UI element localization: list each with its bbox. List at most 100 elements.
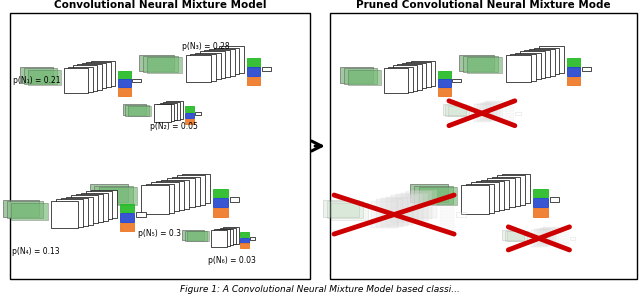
Bar (467, 57, 502, 73)
Bar (214, 48, 239, 74)
Bar (188, 231, 209, 241)
Bar (132, 78, 141, 82)
Bar (146, 184, 174, 213)
Bar (466, 184, 494, 213)
Bar (99, 187, 137, 205)
Bar (204, 50, 230, 77)
Bar (419, 187, 457, 205)
Bar (217, 229, 233, 245)
Bar (82, 63, 106, 88)
Bar (218, 46, 244, 73)
Bar (461, 185, 489, 214)
Bar (524, 50, 550, 77)
Bar (529, 49, 555, 76)
Bar (241, 232, 248, 237)
Bar (73, 66, 97, 91)
Bar (567, 77, 580, 85)
Bar (213, 198, 228, 207)
Bar (505, 113, 514, 118)
Bar (51, 201, 78, 229)
Bar (247, 77, 260, 85)
FancyArrowPatch shape (312, 141, 321, 151)
Bar (471, 182, 499, 212)
Bar (163, 102, 180, 119)
Bar (348, 70, 381, 85)
Bar (486, 101, 503, 119)
Bar (440, 213, 454, 222)
Bar (223, 227, 239, 243)
Bar (561, 243, 569, 248)
Bar (128, 106, 151, 117)
Text: p(N₃) = 0.28: p(N₃) = 0.28 (182, 42, 230, 51)
Bar (419, 187, 457, 205)
Bar (534, 229, 550, 246)
Bar (492, 177, 520, 206)
Bar (543, 227, 559, 243)
Bar (185, 113, 194, 118)
Bar (213, 189, 228, 198)
Bar (393, 66, 417, 91)
Bar (348, 70, 381, 85)
Bar (64, 68, 88, 93)
Bar (10, 13, 310, 279)
Bar (241, 238, 248, 243)
Bar (209, 49, 235, 76)
Bar (371, 201, 398, 229)
Bar (567, 58, 580, 66)
Bar (186, 55, 211, 82)
Bar (510, 54, 536, 80)
Bar (99, 187, 137, 205)
Bar (515, 112, 521, 115)
Bar (502, 174, 530, 203)
Bar (331, 203, 367, 220)
Text: p(N₅) = 0.3: p(N₅) = 0.3 (138, 229, 180, 238)
Bar (247, 67, 260, 76)
Bar (483, 102, 500, 119)
Bar (185, 119, 194, 124)
Bar (195, 112, 201, 115)
Bar (68, 67, 93, 92)
Bar (156, 181, 184, 210)
Bar (213, 208, 228, 217)
Bar (140, 55, 174, 71)
Text: p(N₄) = 0.13: p(N₄) = 0.13 (12, 247, 59, 256)
Bar (438, 71, 451, 79)
Bar (323, 200, 359, 217)
Bar (476, 181, 504, 210)
Bar (160, 103, 177, 120)
Bar (531, 230, 547, 247)
Bar (561, 238, 569, 243)
Bar (177, 176, 205, 205)
Text: Convolutional Neural Mixture Model: Convolutional Neural Mixture Model (54, 0, 266, 10)
Bar (157, 103, 174, 121)
Bar (406, 62, 431, 87)
Bar (533, 198, 548, 207)
Bar (402, 63, 426, 88)
Bar (506, 55, 531, 82)
Text: p(N₁) = 0.21: p(N₁) = 0.21 (13, 76, 60, 85)
Bar (411, 61, 435, 86)
Bar (486, 178, 515, 207)
Bar (460, 55, 494, 71)
Bar (445, 105, 468, 116)
Bar (250, 237, 255, 240)
Bar (452, 78, 461, 82)
Bar (90, 184, 128, 202)
Bar (411, 190, 437, 218)
Bar (340, 67, 373, 83)
Bar (438, 80, 451, 87)
Bar (120, 204, 134, 212)
Bar (533, 208, 548, 217)
Bar (147, 57, 182, 73)
Bar (443, 104, 466, 115)
Bar (91, 190, 117, 218)
Bar (448, 106, 471, 117)
Bar (161, 180, 189, 209)
Bar (567, 67, 580, 76)
Bar (3, 200, 39, 217)
Bar (147, 57, 182, 73)
Bar (172, 177, 200, 206)
Bar (7, 201, 44, 218)
Text: p(N₆) = 0.03: p(N₆) = 0.03 (208, 256, 256, 265)
Bar (474, 104, 491, 122)
